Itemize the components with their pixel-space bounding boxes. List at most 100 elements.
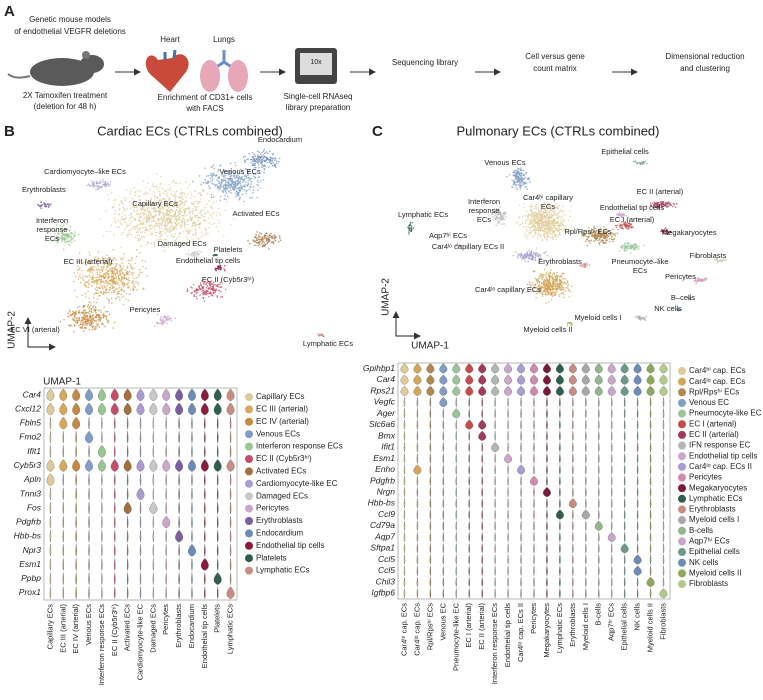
umap-dot	[84, 292, 87, 295]
umap-dot	[133, 225, 135, 228]
umap-dot	[219, 183, 222, 186]
gene-label: Npr3	[23, 545, 42, 555]
umap-dot	[206, 175, 208, 177]
umap-dot	[195, 206, 197, 209]
violin	[200, 558, 209, 571]
umap-dot	[618, 211, 621, 214]
umap-dot	[140, 213, 142, 216]
umap-dot	[534, 253, 537, 256]
umap-dot	[87, 290, 89, 293]
umap-dot	[144, 203, 146, 206]
umap-dot	[556, 285, 559, 288]
umap-dot	[88, 306, 91, 308]
umap-dot	[227, 172, 230, 174]
umap-dot	[91, 180, 93, 182]
umap-dot	[114, 257, 116, 259]
umap-dot	[165, 199, 167, 201]
umap-dot	[239, 196, 241, 198]
umap-dot	[226, 195, 229, 198]
umap-dot	[122, 303, 125, 306]
umap-dot	[137, 275, 139, 278]
umap-dot	[265, 151, 268, 153]
umap-dot	[131, 220, 133, 223]
umap-dot	[261, 242, 263, 245]
umap-dot	[260, 161, 263, 164]
umap-dot	[149, 187, 151, 190]
violin	[188, 388, 196, 402]
umap-dot	[128, 231, 130, 233]
umap-dot	[518, 217, 521, 220]
umap-dot	[179, 204, 182, 206]
umap-dot	[116, 226, 118, 229]
umap-dot	[220, 286, 223, 289]
umap-dot	[249, 178, 251, 181]
umap-dot	[192, 283, 195, 286]
umap-dot	[138, 220, 140, 222]
umap-dot	[633, 248, 636, 250]
umap-dot	[213, 222, 215, 225]
umap-dot	[123, 228, 126, 230]
umap-dot	[183, 218, 186, 221]
umap-dot	[104, 273, 107, 276]
umap-dot	[108, 269, 110, 271]
umap-dot	[133, 186, 135, 189]
umap-dot	[495, 215, 498, 217]
umap-dot	[212, 164, 215, 166]
umap-dot	[201, 288, 203, 290]
umap-dot	[223, 268, 225, 270]
panel-title: Cardiac ECs (CTRLs combined)	[97, 123, 283, 138]
umap-dot	[556, 271, 558, 274]
umap-dot	[556, 228, 558, 231]
umap-dot	[156, 206, 159, 208]
umap-dot	[127, 259, 130, 262]
umap-dot	[193, 251, 195, 253]
umap-dot	[239, 180, 241, 183]
violin	[200, 402, 209, 416]
umap-dot	[169, 189, 172, 192]
umap-dot	[147, 202, 149, 205]
umap-dot	[519, 223, 522, 226]
umap-dot	[156, 231, 159, 234]
umap-dot	[186, 214, 188, 217]
violin	[49, 431, 52, 444]
umap-dot	[210, 223, 213, 226]
umap-dot	[272, 157, 275, 160]
umap-dot	[177, 210, 179, 213]
umap-dot	[93, 280, 95, 283]
umap-dot	[100, 275, 102, 278]
legend-label: Capillary ECs	[256, 392, 304, 401]
violin	[178, 473, 180, 487]
umap-dot	[166, 223, 169, 225]
umap-dot	[224, 176, 226, 178]
umap-dot	[172, 206, 175, 208]
umap-dot	[123, 282, 126, 285]
umap-dot	[205, 287, 208, 289]
umap-dot	[93, 327, 96, 329]
umap-dot	[523, 182, 526, 184]
umap-dot	[90, 304, 92, 307]
umap-dot	[127, 224, 129, 227]
umap-dot	[101, 270, 104, 272]
umap-dot	[135, 206, 137, 209]
umap-dot	[247, 182, 250, 185]
umap-dot	[563, 283, 565, 285]
umap-dot	[254, 160, 257, 162]
umap-dot	[624, 242, 626, 245]
violin	[191, 572, 193, 586]
umap-dot	[248, 152, 250, 155]
umap-dot	[237, 180, 239, 182]
umap-dot	[517, 257, 519, 259]
umap-dot	[94, 306, 97, 309]
umap-dot	[87, 319, 90, 322]
umap-dot	[220, 268, 222, 271]
umap-dot	[138, 274, 140, 276]
step-label: library preparation	[286, 103, 350, 112]
umap-dot	[527, 223, 530, 225]
umap-dot	[129, 288, 132, 291]
umap-dot	[174, 239, 176, 242]
umap-dot	[146, 229, 149, 232]
umap-dot	[205, 290, 208, 293]
umap-dot	[103, 306, 105, 308]
umap-dot	[141, 259, 144, 262]
umap-dot	[96, 263, 99, 266]
